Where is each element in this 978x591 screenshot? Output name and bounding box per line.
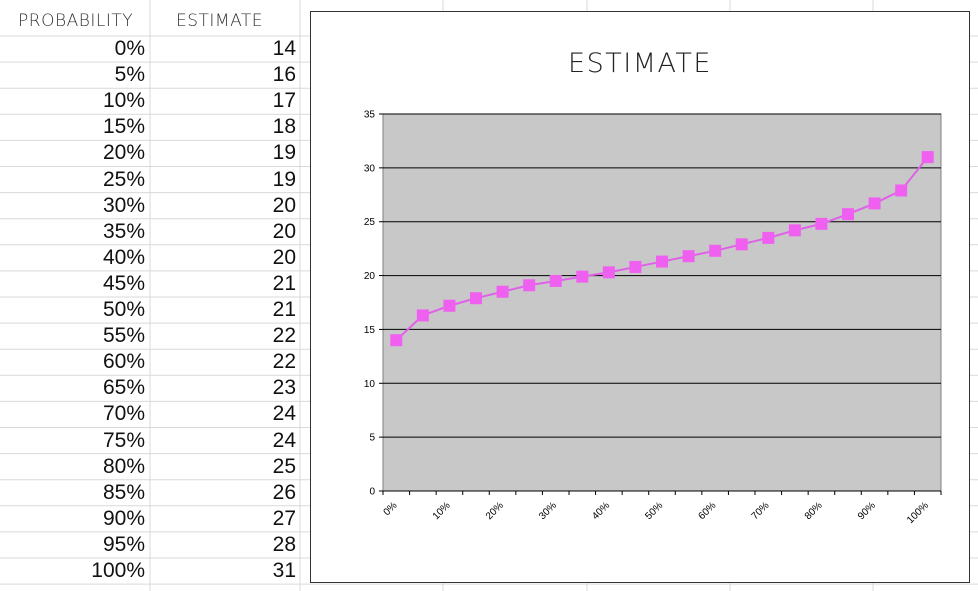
estimate-cell[interactable]: 21 (272, 271, 296, 295)
probability-cell[interactable]: 25% (102, 167, 145, 191)
data-point-marker (815, 217, 828, 230)
column-header-estimate[interactable]: ESTIMATE (176, 11, 264, 31)
probability-cell[interactable]: 40% (102, 245, 145, 269)
data-point-marker (602, 266, 615, 279)
x-tick-label: 10% (431, 500, 453, 522)
data-point-marker (576, 270, 589, 283)
estimate-cell[interactable]: 19 (272, 167, 296, 191)
estimate-cell[interactable]: 23 (272, 376, 296, 400)
data-point-marker (416, 309, 429, 322)
probability-cell[interactable]: 35% (102, 219, 145, 243)
estimate-cell[interactable]: 31 (272, 559, 296, 582)
chart-title: ESTIMATE (568, 48, 712, 79)
x-tick-label: 50% (643, 500, 665, 522)
data-point-marker (629, 260, 642, 273)
probability-cell[interactable]: 45% (102, 271, 145, 295)
probability-cell[interactable]: 100% (91, 559, 145, 582)
chart-object[interactable]: ESTIMATE 0 5 10 15 20 25 30 35 0% 10% 20% 30% 40% 50%… (310, 11, 970, 583)
estimate-cell[interactable]: 27 (272, 506, 296, 530)
data-point-marker (682, 250, 695, 263)
estimate-cell[interactable]: 19 (272, 141, 296, 165)
y-tick-label: 15 (364, 325, 376, 336)
probability-cell[interactable]: 10% (102, 89, 145, 113)
probability-cell[interactable]: 90% (102, 506, 145, 530)
estimate-cell[interactable]: 22 (272, 350, 296, 374)
probability-cell[interactable]: 50% (102, 298, 145, 321)
data-point-marker (868, 197, 881, 210)
x-tick-label: 60% (697, 500, 719, 522)
x-tick-label: 90% (856, 500, 878, 522)
data-point-marker (523, 279, 536, 292)
data-point-marker (709, 244, 722, 257)
y-tick-label: 20 (364, 271, 376, 282)
probability-cell[interactable]: 20% (102, 141, 145, 165)
data-point-marker (762, 231, 775, 244)
x-tick-label: 40% (590, 500, 612, 522)
estimate-cell[interactable]: 18 (272, 115, 296, 139)
column-header-probability[interactable]: PROBABILITY (18, 11, 134, 31)
data-point-marker (921, 151, 934, 164)
data-point-marker (788, 224, 801, 237)
plot-area (382, 113, 942, 492)
data-point-marker (470, 292, 482, 305)
data-point-marker (735, 238, 748, 251)
data-point-marker (496, 285, 509, 298)
estimate-cell[interactable]: 28 (272, 532, 296, 556)
x-tick-label: 0% (382, 500, 400, 518)
x-tick-label: 70% (750, 500, 772, 522)
y-tick-label: 35 (364, 110, 376, 121)
data-point-marker (549, 274, 562, 287)
probability-cell[interactable]: 70% (102, 402, 145, 426)
x-tick-label: 20% (484, 500, 506, 522)
y-tick-label: 0 (369, 487, 375, 498)
probability-cell[interactable]: 0% (114, 37, 145, 60)
x-tick-label: 80% (803, 500, 825, 522)
data-point-marker (842, 208, 854, 221)
estimate-cell[interactable]: 21 (272, 298, 296, 321)
estimate-cell[interactable]: 24 (272, 428, 296, 452)
y-tick-label: 5 (369, 433, 375, 444)
estimate-cell[interactable]: 22 (272, 324, 296, 348)
estimate-cell[interactable]: 24 (272, 402, 296, 426)
probability-cell[interactable]: 55% (102, 324, 145, 348)
probability-cell[interactable]: 85% (102, 480, 145, 504)
y-tick-label: 30 (364, 163, 376, 174)
estimate-cell[interactable]: 20 (272, 219, 296, 243)
x-tick-label: 30% (537, 500, 559, 522)
data-point-marker (895, 184, 908, 197)
estimate-cell[interactable]: 16 (272, 63, 296, 87)
estimate-cell[interactable]: 20 (272, 245, 296, 269)
y-tick-label: 25 (364, 217, 376, 228)
probability-cell[interactable]: 80% (102, 454, 145, 478)
probability-cell[interactable]: 65% (102, 376, 145, 400)
estimate-cell[interactable]: 26 (272, 480, 296, 504)
estimate-cell[interactable]: 14 (272, 37, 296, 60)
probability-cell[interactable]: 75% (102, 428, 145, 452)
probability-cell[interactable]: 30% (102, 193, 145, 217)
probability-cell[interactable]: 60% (102, 350, 145, 374)
x-tick-label: 100% (905, 500, 931, 526)
data-point-marker (656, 255, 668, 268)
data-point-marker (390, 334, 403, 347)
y-tick-label: 10 (364, 379, 376, 390)
data-point-marker (443, 299, 456, 312)
probability-cell[interactable]: 5% (114, 63, 145, 87)
estimate-cell[interactable]: 25 (272, 454, 296, 478)
probability-cell[interactable]: 15% (102, 115, 145, 139)
line-chart: 0 5 10 15 20 25 30 35 0% 10% 20% 30% 40% 50% 60% 70% 80%… (364, 110, 942, 526)
estimate-cell[interactable]: 20 (272, 193, 296, 217)
estimate-cell[interactable]: 17 (272, 89, 296, 113)
probability-cell[interactable]: 95% (102, 532, 145, 556)
